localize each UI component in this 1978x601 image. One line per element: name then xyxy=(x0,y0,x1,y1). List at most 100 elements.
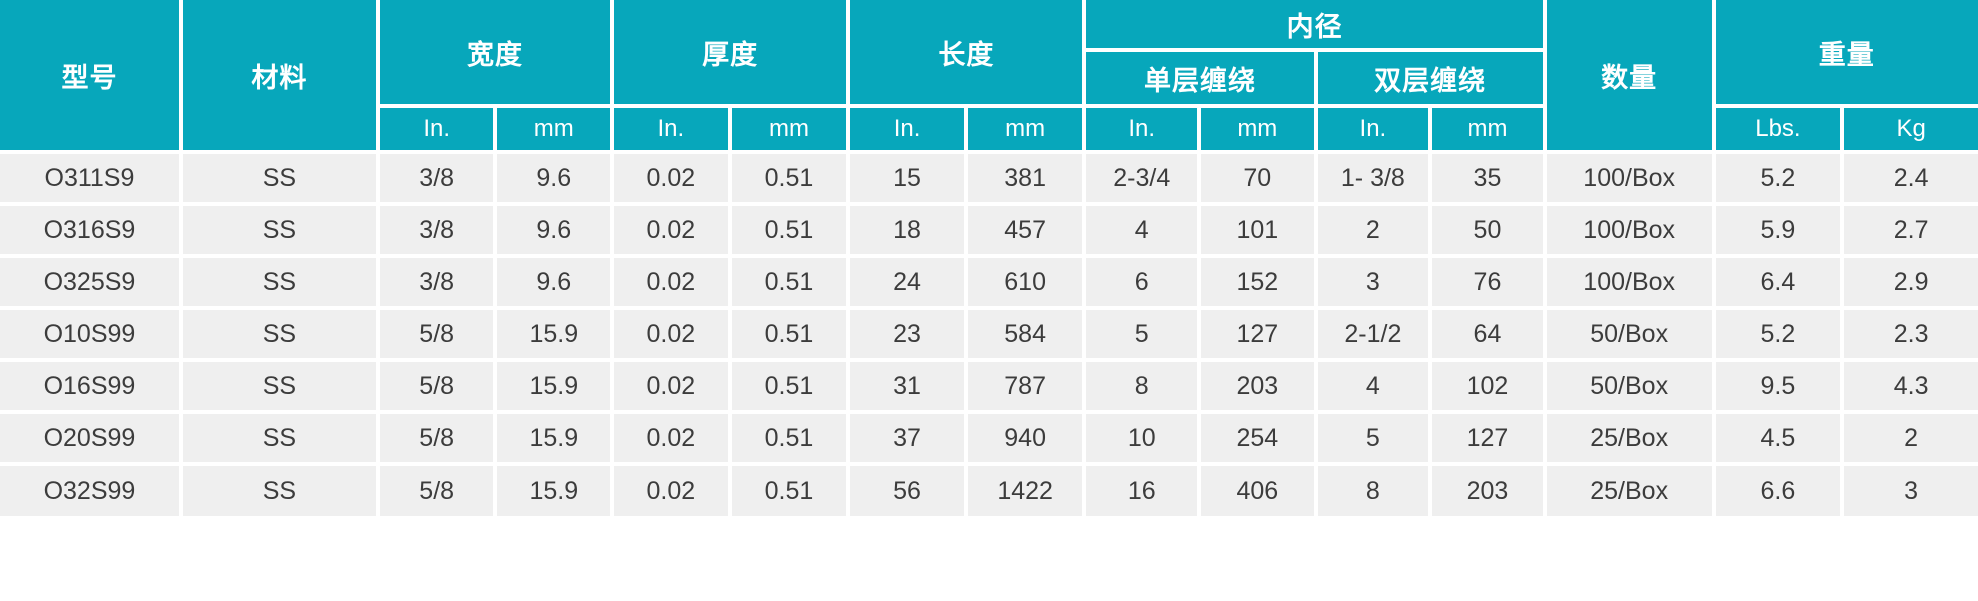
cell-length-in: 15 xyxy=(846,150,968,206)
cell-width-in: 5/8 xyxy=(375,306,498,362)
header-inner-diameter-group: 内径 xyxy=(1082,0,1547,52)
cell-single-wrap-in: 6 xyxy=(1082,254,1202,310)
cell-model: O32S99 xyxy=(0,462,183,518)
cell-length-mm: 1422 xyxy=(963,462,1087,518)
table-row: O10S99 SS 5/8 15.9 0.02 0.51 23 584 5 12… xyxy=(0,306,1978,362)
cell-length-in: 56 xyxy=(846,462,968,518)
cell-double-wrap-mm: 102 xyxy=(1428,358,1547,414)
header-weight-unit-lbs: Lbs. xyxy=(1711,104,1845,154)
cell-model: O10S99 xyxy=(0,306,183,362)
cell-width-in: 3/8 xyxy=(375,150,498,206)
cell-width-mm: 15.9 xyxy=(493,358,615,414)
cell-model: O316S9 xyxy=(0,202,183,258)
cell-quantity: 50/Box xyxy=(1542,358,1716,414)
cell-double-wrap-mm: 35 xyxy=(1428,150,1547,206)
cell-thickness-in: 0.02 xyxy=(610,306,732,362)
cell-weight-lbs: 9.5 xyxy=(1711,358,1845,414)
cell-double-wrap-mm: 50 xyxy=(1428,202,1547,258)
cell-weight-kg: 2 xyxy=(1840,410,1978,466)
cell-single-wrap-mm: 406 xyxy=(1197,462,1318,518)
header-thickness-group: 厚度 xyxy=(610,0,851,108)
header-single-layer-wrap: 单层缠绕 xyxy=(1082,48,1318,108)
cell-weight-lbs: 5.2 xyxy=(1711,150,1845,206)
cell-material: SS xyxy=(178,254,380,310)
table-header: 型号 材料 宽度 厚度 长度 内径 数量 重量 单层缠绕 双层缠绕 In. mm… xyxy=(0,0,1978,154)
cell-double-wrap-in: 8 xyxy=(1313,462,1433,518)
cell-single-wrap-in: 5 xyxy=(1082,306,1202,362)
header-model: 型号 xyxy=(0,0,183,154)
header-thickness-unit-in: In. xyxy=(610,104,732,154)
cell-quantity: 100/Box xyxy=(1542,150,1716,206)
cell-width-mm: 9.6 xyxy=(493,254,615,310)
cell-weight-kg: 2.7 xyxy=(1840,202,1978,258)
cell-single-wrap-mm: 203 xyxy=(1197,358,1318,414)
header-length-group: 长度 xyxy=(846,0,1087,108)
cell-double-wrap-in: 3 xyxy=(1313,254,1433,310)
cell-single-wrap-in: 4 xyxy=(1082,202,1202,258)
cell-weight-kg: 3 xyxy=(1840,462,1978,518)
table-row: O20S99 SS 5/8 15.9 0.02 0.51 37 940 10 2… xyxy=(0,410,1978,466)
cell-thickness-in: 0.02 xyxy=(610,150,732,206)
cell-weight-kg: 2.9 xyxy=(1840,254,1978,310)
cell-double-wrap-mm: 64 xyxy=(1428,306,1547,362)
cell-single-wrap-mm: 127 xyxy=(1197,306,1318,362)
cell-thickness-in: 0.02 xyxy=(610,410,732,466)
cell-width-in: 3/8 xyxy=(375,254,498,310)
cell-width-in: 5/8 xyxy=(375,410,498,466)
cell-width-mm: 15.9 xyxy=(493,462,615,518)
cell-length-in: 24 xyxy=(846,254,968,310)
cell-length-mm: 940 xyxy=(963,410,1087,466)
cell-weight-lbs: 4.5 xyxy=(1711,410,1845,466)
cell-double-wrap-in: 2 xyxy=(1313,202,1433,258)
header-row-subgroups: 单层缠绕 双层缠绕 xyxy=(0,48,1978,108)
header-width-unit-mm: mm xyxy=(493,104,615,154)
cell-width-in: 5/8 xyxy=(375,462,498,518)
cell-single-wrap-in: 16 xyxy=(1082,462,1202,518)
cell-weight-kg: 4.3 xyxy=(1840,358,1978,414)
header-weight-unit-kg: Kg xyxy=(1840,104,1978,154)
cell-length-mm: 610 xyxy=(963,254,1087,310)
cell-material: SS xyxy=(178,358,380,414)
header-row-units: In. mm In. mm In. mm In. mm In. mm Lbs. … xyxy=(0,104,1978,154)
cell-single-wrap-in: 10 xyxy=(1082,410,1202,466)
cell-length-mm: 584 xyxy=(963,306,1087,362)
table-row: O311S9 SS 3/8 9.6 0.02 0.51 15 381 2-3/4… xyxy=(0,150,1978,206)
cell-weight-kg: 2.3 xyxy=(1840,306,1978,362)
cell-double-wrap-mm: 203 xyxy=(1428,462,1547,518)
cell-quantity: 100/Box xyxy=(1542,202,1716,258)
cell-thickness-mm: 0.51 xyxy=(727,358,851,414)
cell-length-in: 31 xyxy=(846,358,968,414)
header-double-wrap-unit-in: In. xyxy=(1313,104,1433,154)
cell-model: O325S9 xyxy=(0,254,183,310)
cell-material: SS xyxy=(178,202,380,258)
cell-single-wrap-mm: 101 xyxy=(1197,202,1318,258)
cell-double-wrap-in: 2-1/2 xyxy=(1313,306,1433,362)
cell-thickness-in: 0.02 xyxy=(610,254,732,310)
table-row: O316S9 SS 3/8 9.6 0.02 0.51 18 457 4 101… xyxy=(0,202,1978,258)
cell-weight-kg: 2.4 xyxy=(1840,150,1978,206)
cell-model: O20S99 xyxy=(0,410,183,466)
cell-thickness-mm: 0.51 xyxy=(727,462,851,518)
spec-table: 型号 材料 宽度 厚度 长度 内径 数量 重量 单层缠绕 双层缠绕 In. mm… xyxy=(0,0,1978,518)
cell-quantity: 50/Box xyxy=(1542,306,1716,362)
cell-length-mm: 457 xyxy=(963,202,1087,258)
header-double-layer-wrap: 双层缠绕 xyxy=(1313,48,1547,108)
header-quantity: 数量 xyxy=(1542,0,1716,154)
cell-double-wrap-mm: 127 xyxy=(1428,410,1547,466)
cell-double-wrap-mm: 76 xyxy=(1428,254,1547,310)
header-length-unit-in: In. xyxy=(846,104,968,154)
cell-width-in: 3/8 xyxy=(375,202,498,258)
cell-material: SS xyxy=(178,150,380,206)
cell-quantity: 25/Box xyxy=(1542,462,1716,518)
cell-width-mm: 15.9 xyxy=(493,306,615,362)
table-body: O311S9 SS 3/8 9.6 0.02 0.51 15 381 2-3/4… xyxy=(0,150,1978,518)
cell-weight-lbs: 6.4 xyxy=(1711,254,1845,310)
cell-quantity: 25/Box xyxy=(1542,410,1716,466)
table-row: O32S99 SS 5/8 15.9 0.02 0.51 56 1422 16 … xyxy=(0,462,1978,518)
cell-single-wrap-in: 2-3/4 xyxy=(1082,150,1202,206)
header-thickness-unit-mm: mm xyxy=(727,104,851,154)
cell-width-mm: 9.6 xyxy=(493,150,615,206)
cell-weight-lbs: 5.2 xyxy=(1711,306,1845,362)
cell-double-wrap-in: 1- 3/8 xyxy=(1313,150,1433,206)
cell-length-mm: 381 xyxy=(963,150,1087,206)
